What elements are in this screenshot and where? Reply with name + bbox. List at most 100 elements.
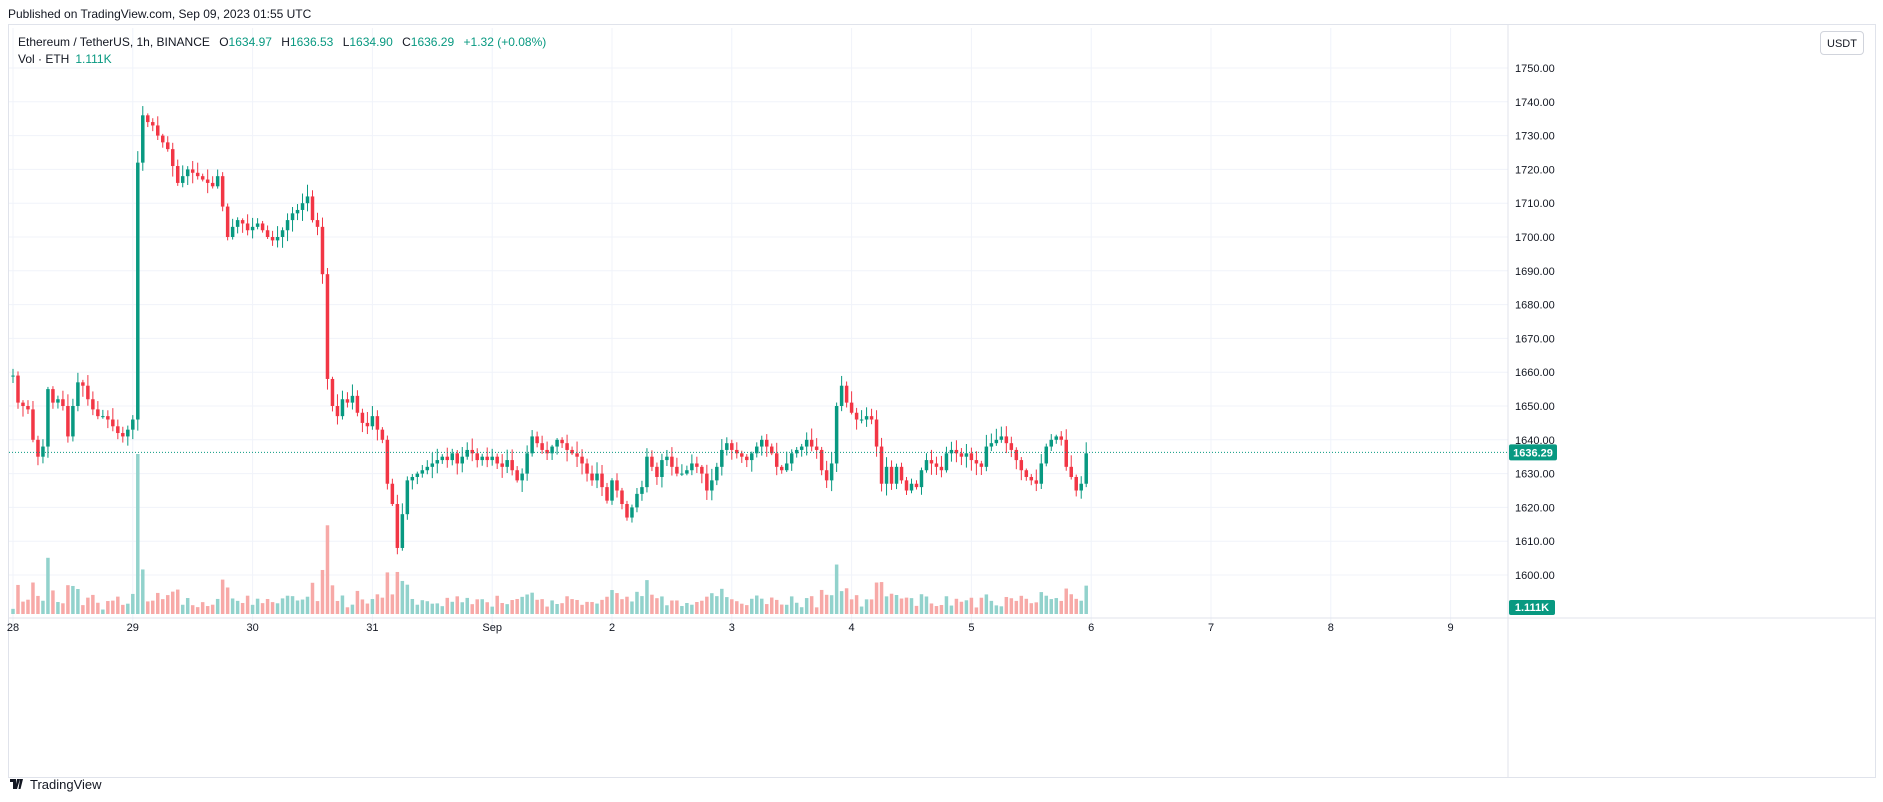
volume-bar xyxy=(86,597,90,614)
candle-body xyxy=(879,446,884,484)
candle-body xyxy=(101,416,105,418)
candle-body xyxy=(141,115,145,163)
candle-body xyxy=(81,382,85,386)
high-label: H xyxy=(281,35,290,49)
candle-body xyxy=(914,483,919,488)
volume-bar xyxy=(580,604,584,614)
x-tick-label: 2 xyxy=(609,622,615,634)
candle-body xyxy=(520,473,524,481)
currency-button[interactable]: USDT xyxy=(1820,31,1864,55)
volume-label[interactable]: Vol · ETH xyxy=(18,52,70,66)
candle-body xyxy=(16,375,20,403)
candle-body xyxy=(445,456,450,461)
candle-body xyxy=(260,223,265,231)
candle-body xyxy=(61,399,65,406)
symbol-title[interactable]: Ethereum / TetherUS, 1h, BINANCE xyxy=(18,35,210,49)
candle-body xyxy=(111,419,115,427)
volume-bar xyxy=(485,602,489,614)
volume-bar xyxy=(375,594,380,614)
candle-body xyxy=(535,436,539,444)
candle-body xyxy=(66,406,70,437)
volume-bar xyxy=(570,599,574,614)
candle-body xyxy=(165,142,170,150)
volume-bar xyxy=(575,599,579,614)
volume-bar xyxy=(969,597,974,614)
volume-bar xyxy=(974,607,979,614)
volume-bar xyxy=(415,604,420,614)
candle-body xyxy=(1059,436,1063,440)
volume-bar xyxy=(929,603,934,614)
volume-bar xyxy=(141,569,145,614)
volume-bar xyxy=(460,602,464,614)
volume-bar xyxy=(755,595,759,614)
volume-bar xyxy=(285,595,290,614)
candle-body xyxy=(460,456,464,464)
last-volume-label: 1.111K xyxy=(1515,602,1549,614)
candle-body xyxy=(51,389,55,403)
candle-body xyxy=(954,449,959,454)
candle-body xyxy=(874,419,879,447)
volume-bar xyxy=(81,605,85,614)
volume-bar xyxy=(260,603,265,614)
volume-bar xyxy=(859,606,864,614)
candle-body xyxy=(735,449,739,454)
y-tick-label: 1750.00 xyxy=(1515,63,1555,75)
volume-bar xyxy=(829,595,834,614)
candle-body xyxy=(690,463,694,471)
volume-bar xyxy=(595,603,599,614)
candle-body xyxy=(305,196,310,204)
volume-bar xyxy=(370,599,375,614)
volume-bar xyxy=(680,606,684,614)
candle-body xyxy=(350,395,355,403)
volume-bar xyxy=(879,582,884,614)
volume-bar xyxy=(220,579,225,614)
candle-body xyxy=(764,439,769,447)
candle-body xyxy=(969,453,974,461)
volume-bar xyxy=(111,600,115,614)
volume-bar xyxy=(410,598,415,614)
candle-body xyxy=(750,453,754,461)
volume-bar xyxy=(809,596,814,614)
volume-bar xyxy=(1024,598,1029,614)
candle-body xyxy=(56,399,60,403)
candle-body xyxy=(265,230,270,237)
volume-bar xyxy=(430,603,435,614)
candle-body xyxy=(829,463,834,481)
volume-bar xyxy=(440,606,445,614)
volume-bar xyxy=(195,607,200,614)
volume-bar xyxy=(400,580,405,614)
volume-bar xyxy=(190,605,195,614)
candle-body xyxy=(789,453,794,464)
volume-bar xyxy=(630,601,634,614)
candle-body xyxy=(1019,460,1024,471)
close-label: C xyxy=(402,35,411,49)
volume-bar xyxy=(934,606,939,614)
candle-body xyxy=(225,206,230,237)
volume-bar xyxy=(300,599,305,614)
candle-body xyxy=(655,466,659,477)
candle-body xyxy=(220,176,225,207)
volume-bar xyxy=(764,604,769,614)
candle-body xyxy=(475,453,479,461)
tradingview-logo[interactable]: TradingView xyxy=(10,777,102,792)
candle-body xyxy=(395,504,400,548)
volume-bar xyxy=(210,604,215,614)
candle-body xyxy=(121,433,125,437)
y-tick-label: 1710.00 xyxy=(1515,198,1555,210)
low-label: L xyxy=(342,35,350,49)
volume-bar xyxy=(884,596,889,614)
candle-body xyxy=(270,237,275,241)
candle-body xyxy=(1034,480,1039,484)
candle-body xyxy=(595,473,599,481)
candle-body xyxy=(435,460,440,464)
candle-body xyxy=(31,409,35,440)
candle-body xyxy=(370,416,375,427)
candle-body xyxy=(869,416,874,420)
candle-body xyxy=(250,226,255,231)
candle-body xyxy=(904,480,909,491)
candle-body xyxy=(96,409,100,417)
volume-bar xyxy=(585,601,589,614)
volume-bar xyxy=(165,595,170,614)
volume-bar xyxy=(600,599,604,614)
